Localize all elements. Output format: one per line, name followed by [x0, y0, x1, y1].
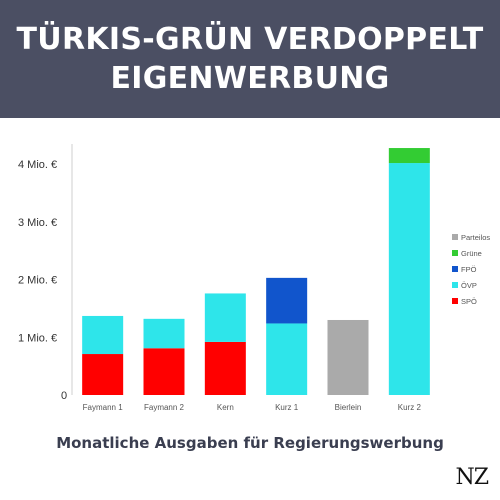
bar-kurz-2-gruene [388, 148, 430, 164]
y-tick-label: 0 [61, 390, 67, 402]
bar-kern-spoe [204, 341, 246, 395]
bar-faymann-1-spoe [82, 354, 124, 395]
legend-swatch-gruene [452, 250, 458, 256]
legend-label-oevp: ÖVP [461, 281, 477, 290]
legend-swatch-oevp [452, 282, 458, 288]
x-tick-label: Kurz 1 [275, 403, 299, 412]
x-tick-label: Kern [217, 403, 234, 412]
legend-swatch-fpoe [452, 266, 458, 272]
stacked-bar-chart: 0 1 Mio. € 2 Mio. € 3 Mio. € 4 Mio. € Faymann… [18, 144, 490, 412]
legend-label-fpoe: FPÖ [461, 265, 477, 274]
x-tick-label: Kurz 2 [398, 403, 422, 412]
bar-kern-oevp [204, 293, 246, 342]
y-tick-label: 1 Mio. € [18, 332, 57, 344]
chart-caption: Monatliche Ausgaben für Regierungswerbun… [56, 434, 444, 452]
legend-label-spoe: SPÖ [461, 297, 477, 306]
x-tick-label: Bierlein [335, 403, 362, 412]
headline-line-2: EIGENWERBUNG [110, 61, 390, 96]
bar-kurz-1-fpoe [266, 277, 308, 324]
x-tick-label: Faymann 2 [144, 403, 185, 412]
legend-swatch-parteilos [452, 234, 458, 240]
bar-faymann-2-spoe [143, 348, 185, 395]
y-tick-label: 2 Mio. € [18, 275, 57, 287]
headline-line-1: TÜRKIS-GRÜN VERDOPPELT [16, 22, 484, 57]
nz-logo: NZ [455, 465, 489, 490]
bar-bierlein-parteilos [327, 319, 369, 395]
legend-swatch-spoe [452, 298, 458, 304]
bar-faymann-1-oevp [82, 315, 124, 355]
bar-kurz-2-oevp [388, 163, 430, 395]
bar-kurz-1-oevp [266, 323, 308, 395]
y-tick-label: 4 Mio. € [18, 159, 57, 171]
y-tick-label: 3 Mio. € [18, 217, 57, 229]
header-banner: TÜRKIS-GRÜN VERDOPPELT EIGENWERBUNG [0, 0, 500, 118]
legend-label-gruene: Grüne [461, 249, 482, 258]
x-tick-label: Faymann 1 [83, 403, 124, 412]
bar-faymann-2-oevp [143, 318, 185, 349]
legend-label-parteilos: Parteilos [461, 233, 490, 242]
